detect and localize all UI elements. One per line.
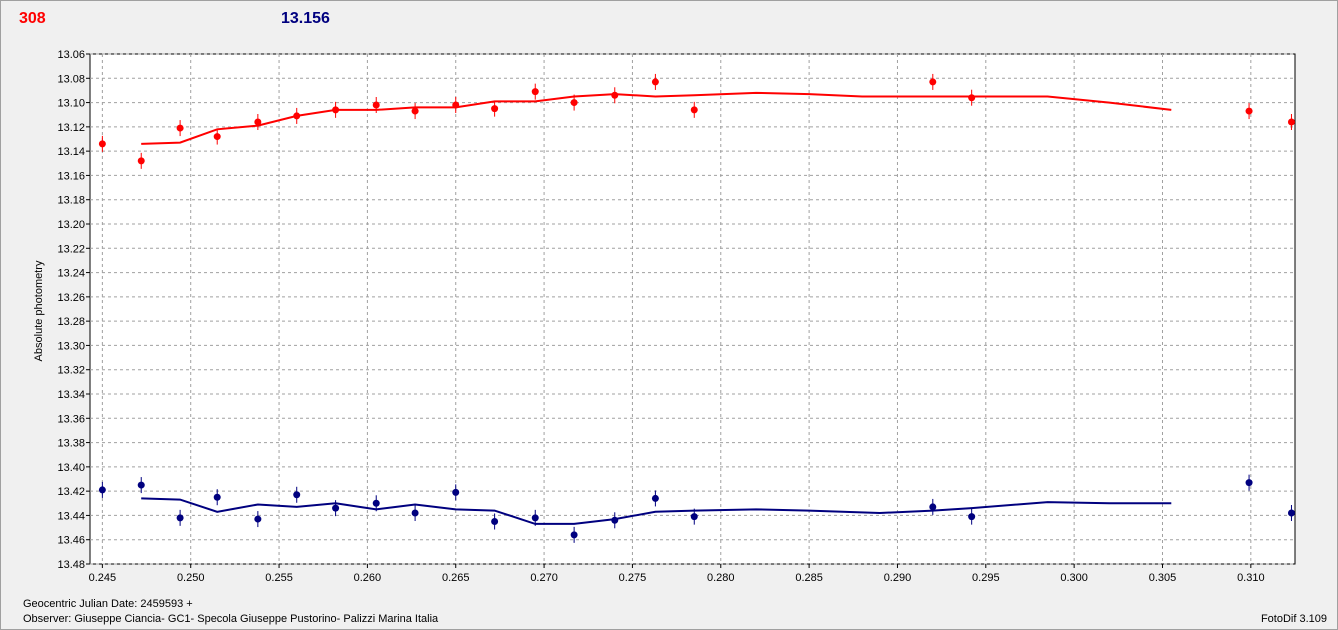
data-points: [98, 73, 1295, 543]
data-point: [1287, 118, 1295, 126]
x-tick-label: 0.280: [707, 572, 735, 584]
data-point: [293, 491, 301, 499]
y-tick-label: 13.14: [57, 146, 85, 158]
data-point: [968, 94, 976, 102]
x-tick-label: 0.265: [442, 572, 470, 584]
y-tick-label: 13.28: [57, 316, 85, 328]
x-tick-label: 0.245: [89, 572, 117, 584]
data-point: [332, 504, 340, 512]
data-point: [651, 494, 659, 502]
x-tick-label: 0.305: [1149, 572, 1177, 584]
y-tick-label: 13.32: [57, 365, 85, 377]
data-point: [98, 486, 106, 494]
data-point: [372, 101, 380, 109]
x-tick-label: 0.275: [619, 572, 647, 584]
data-point: [690, 513, 698, 521]
x-tick-label: 0.250: [177, 572, 205, 584]
data-point: [213, 493, 221, 501]
data-point: [98, 140, 106, 148]
x-tick-label: 0.285: [795, 572, 823, 584]
x-tick-label: 0.295: [972, 572, 1000, 584]
x-tick-label: 0.270: [530, 572, 558, 584]
data-point: [651, 78, 659, 86]
y-axis: 13.06 13.08 13.10 13.12 13.14 13.16 13.18 13.20…: [57, 49, 90, 571]
y-tick-label: 13.10: [57, 98, 85, 110]
data-point: [611, 516, 619, 524]
y-tick-label: 13.22: [57, 243, 85, 255]
y-tick-label: 13.12: [57, 122, 85, 134]
x-tick-label: 0.260: [354, 572, 382, 584]
x-tick-label: 0.255: [265, 572, 293, 584]
plot-area: [89, 53, 1296, 565]
data-point: [968, 513, 976, 521]
data-point: [452, 101, 460, 109]
data-point: [176, 124, 184, 132]
data-point: [372, 499, 380, 507]
observer-label: Observer: Giuseppe Ciancia- GC1- Specola…: [23, 613, 439, 625]
data-point: [1245, 107, 1253, 115]
x-axis: 0.245 0.250 0.255 0.260 0.265 0.270 0.275 0.280…: [89, 564, 1265, 584]
data-point: [491, 105, 499, 113]
y-tick-label: 13.36: [57, 413, 85, 425]
light-curve-chart: 13.06 13.08 13.10 13.12 13.14 13.16 13.18 13.20…: [33, 49, 1296, 584]
y-tick-label: 13.40: [57, 462, 85, 474]
data-point: [929, 78, 937, 86]
y-tick-label: 13.34: [57, 389, 85, 401]
x-tick-label: 0.300: [1060, 572, 1088, 584]
data-point: [176, 514, 184, 522]
data-point: [929, 503, 937, 511]
y-tick-label: 13.38: [57, 438, 85, 450]
y-axis-label: Absolute photometry: [33, 260, 45, 361]
data-point: [611, 91, 619, 99]
y-tick-label: 13.30: [57, 340, 85, 352]
y-tick-label: 13.42: [57, 486, 85, 498]
data-point: [531, 514, 539, 522]
y-tick-label: 13.16: [57, 170, 85, 182]
data-point: [411, 107, 419, 115]
data-point: [1245, 479, 1253, 487]
data-point: [254, 515, 262, 523]
data-point: [293, 112, 301, 120]
data-point: [332, 106, 340, 114]
data-point: [137, 157, 145, 165]
data-point: [1287, 509, 1295, 517]
data-point: [690, 106, 698, 114]
y-tick-label: 13.08: [57, 73, 85, 85]
data-point: [491, 518, 499, 525]
data-point: [213, 133, 221, 141]
data-point: [531, 88, 539, 96]
data-point: [411, 509, 419, 517]
version-label: FotoDif 3.109: [1260, 613, 1327, 625]
y-tick-label: 13.26: [57, 292, 85, 304]
data-point: [570, 99, 578, 107]
header-right-value: 13.156: [281, 10, 330, 27]
data-point: [137, 481, 145, 489]
y-tick-label: 13.06: [57, 49, 85, 61]
data-point: [254, 118, 262, 126]
fit-line-2: [141, 497, 1172, 525]
data-point: [570, 531, 578, 539]
header-left-value: 308: [19, 10, 46, 27]
y-tick-label: 13.24: [57, 268, 85, 280]
y-tick-label: 13.48: [57, 559, 85, 571]
y-tick-label: 13.44: [57, 510, 85, 522]
y-tick-label: 13.20: [57, 219, 85, 231]
julian-date-label: Geocentric Julian Date: 2459593 +: [23, 598, 193, 610]
data-point: [452, 488, 460, 496]
x-tick-label: 0.310: [1237, 572, 1265, 584]
y-tick-label: 13.18: [57, 195, 85, 207]
x-tick-label: 0.290: [884, 572, 912, 584]
y-tick-label: 13.46: [57, 535, 85, 547]
